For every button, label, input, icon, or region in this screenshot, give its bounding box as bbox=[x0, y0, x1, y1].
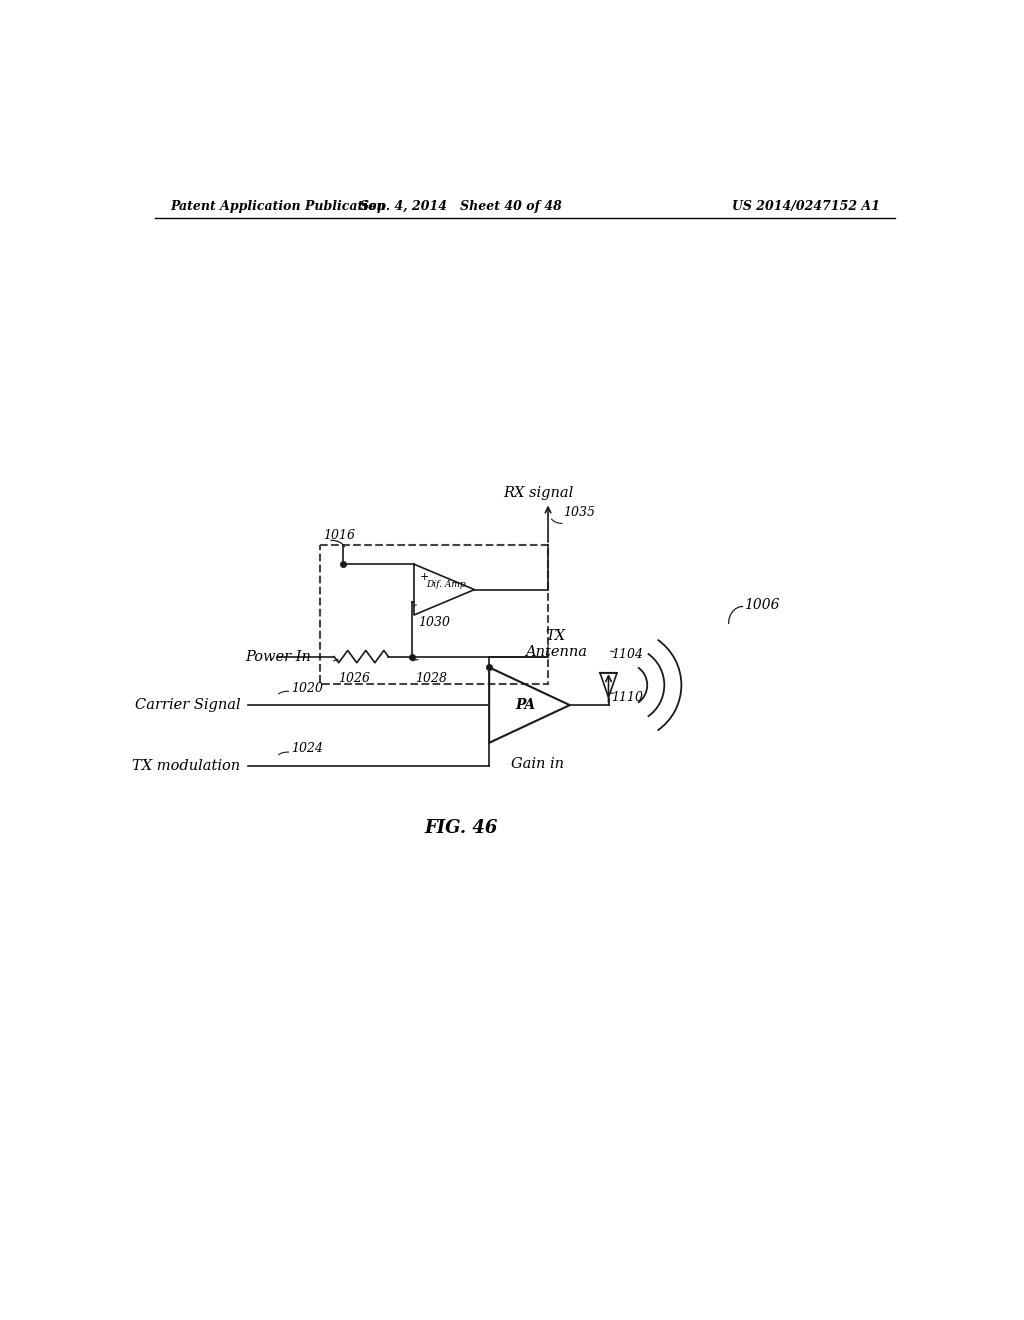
Text: US 2014/0247152 A1: US 2014/0247152 A1 bbox=[732, 199, 880, 213]
Text: RX signal: RX signal bbox=[504, 486, 573, 499]
Text: Sep. 4, 2014   Sheet 40 of 48: Sep. 4, 2014 Sheet 40 of 48 bbox=[360, 199, 562, 213]
Text: 1028: 1028 bbox=[416, 672, 447, 685]
Text: 1026: 1026 bbox=[338, 672, 370, 685]
Text: 1016: 1016 bbox=[324, 529, 355, 543]
Text: TX
Antenna: TX Antenna bbox=[524, 628, 587, 659]
Bar bbox=[321, 545, 548, 684]
Text: Dif. Amp: Dif. Amp bbox=[426, 581, 466, 590]
Text: PA: PA bbox=[515, 698, 536, 711]
Text: 1006: 1006 bbox=[744, 598, 779, 612]
Text: TX modulation: TX modulation bbox=[132, 759, 241, 774]
Text: 1110: 1110 bbox=[611, 692, 644, 705]
Text: 1035: 1035 bbox=[563, 506, 596, 519]
Text: Gain in: Gain in bbox=[511, 756, 563, 771]
Text: FIG. 46: FIG. 46 bbox=[425, 820, 498, 837]
Text: +: + bbox=[420, 573, 429, 582]
Text: Carrier Signal: Carrier Signal bbox=[135, 698, 241, 711]
Text: 1024: 1024 bbox=[291, 742, 323, 755]
Text: Power In: Power In bbox=[245, 649, 311, 664]
Text: 1020: 1020 bbox=[291, 681, 323, 694]
Text: 1104: 1104 bbox=[611, 648, 644, 661]
Text: 1030: 1030 bbox=[418, 615, 450, 628]
Text: Patent Application Publication: Patent Application Publication bbox=[171, 199, 386, 213]
